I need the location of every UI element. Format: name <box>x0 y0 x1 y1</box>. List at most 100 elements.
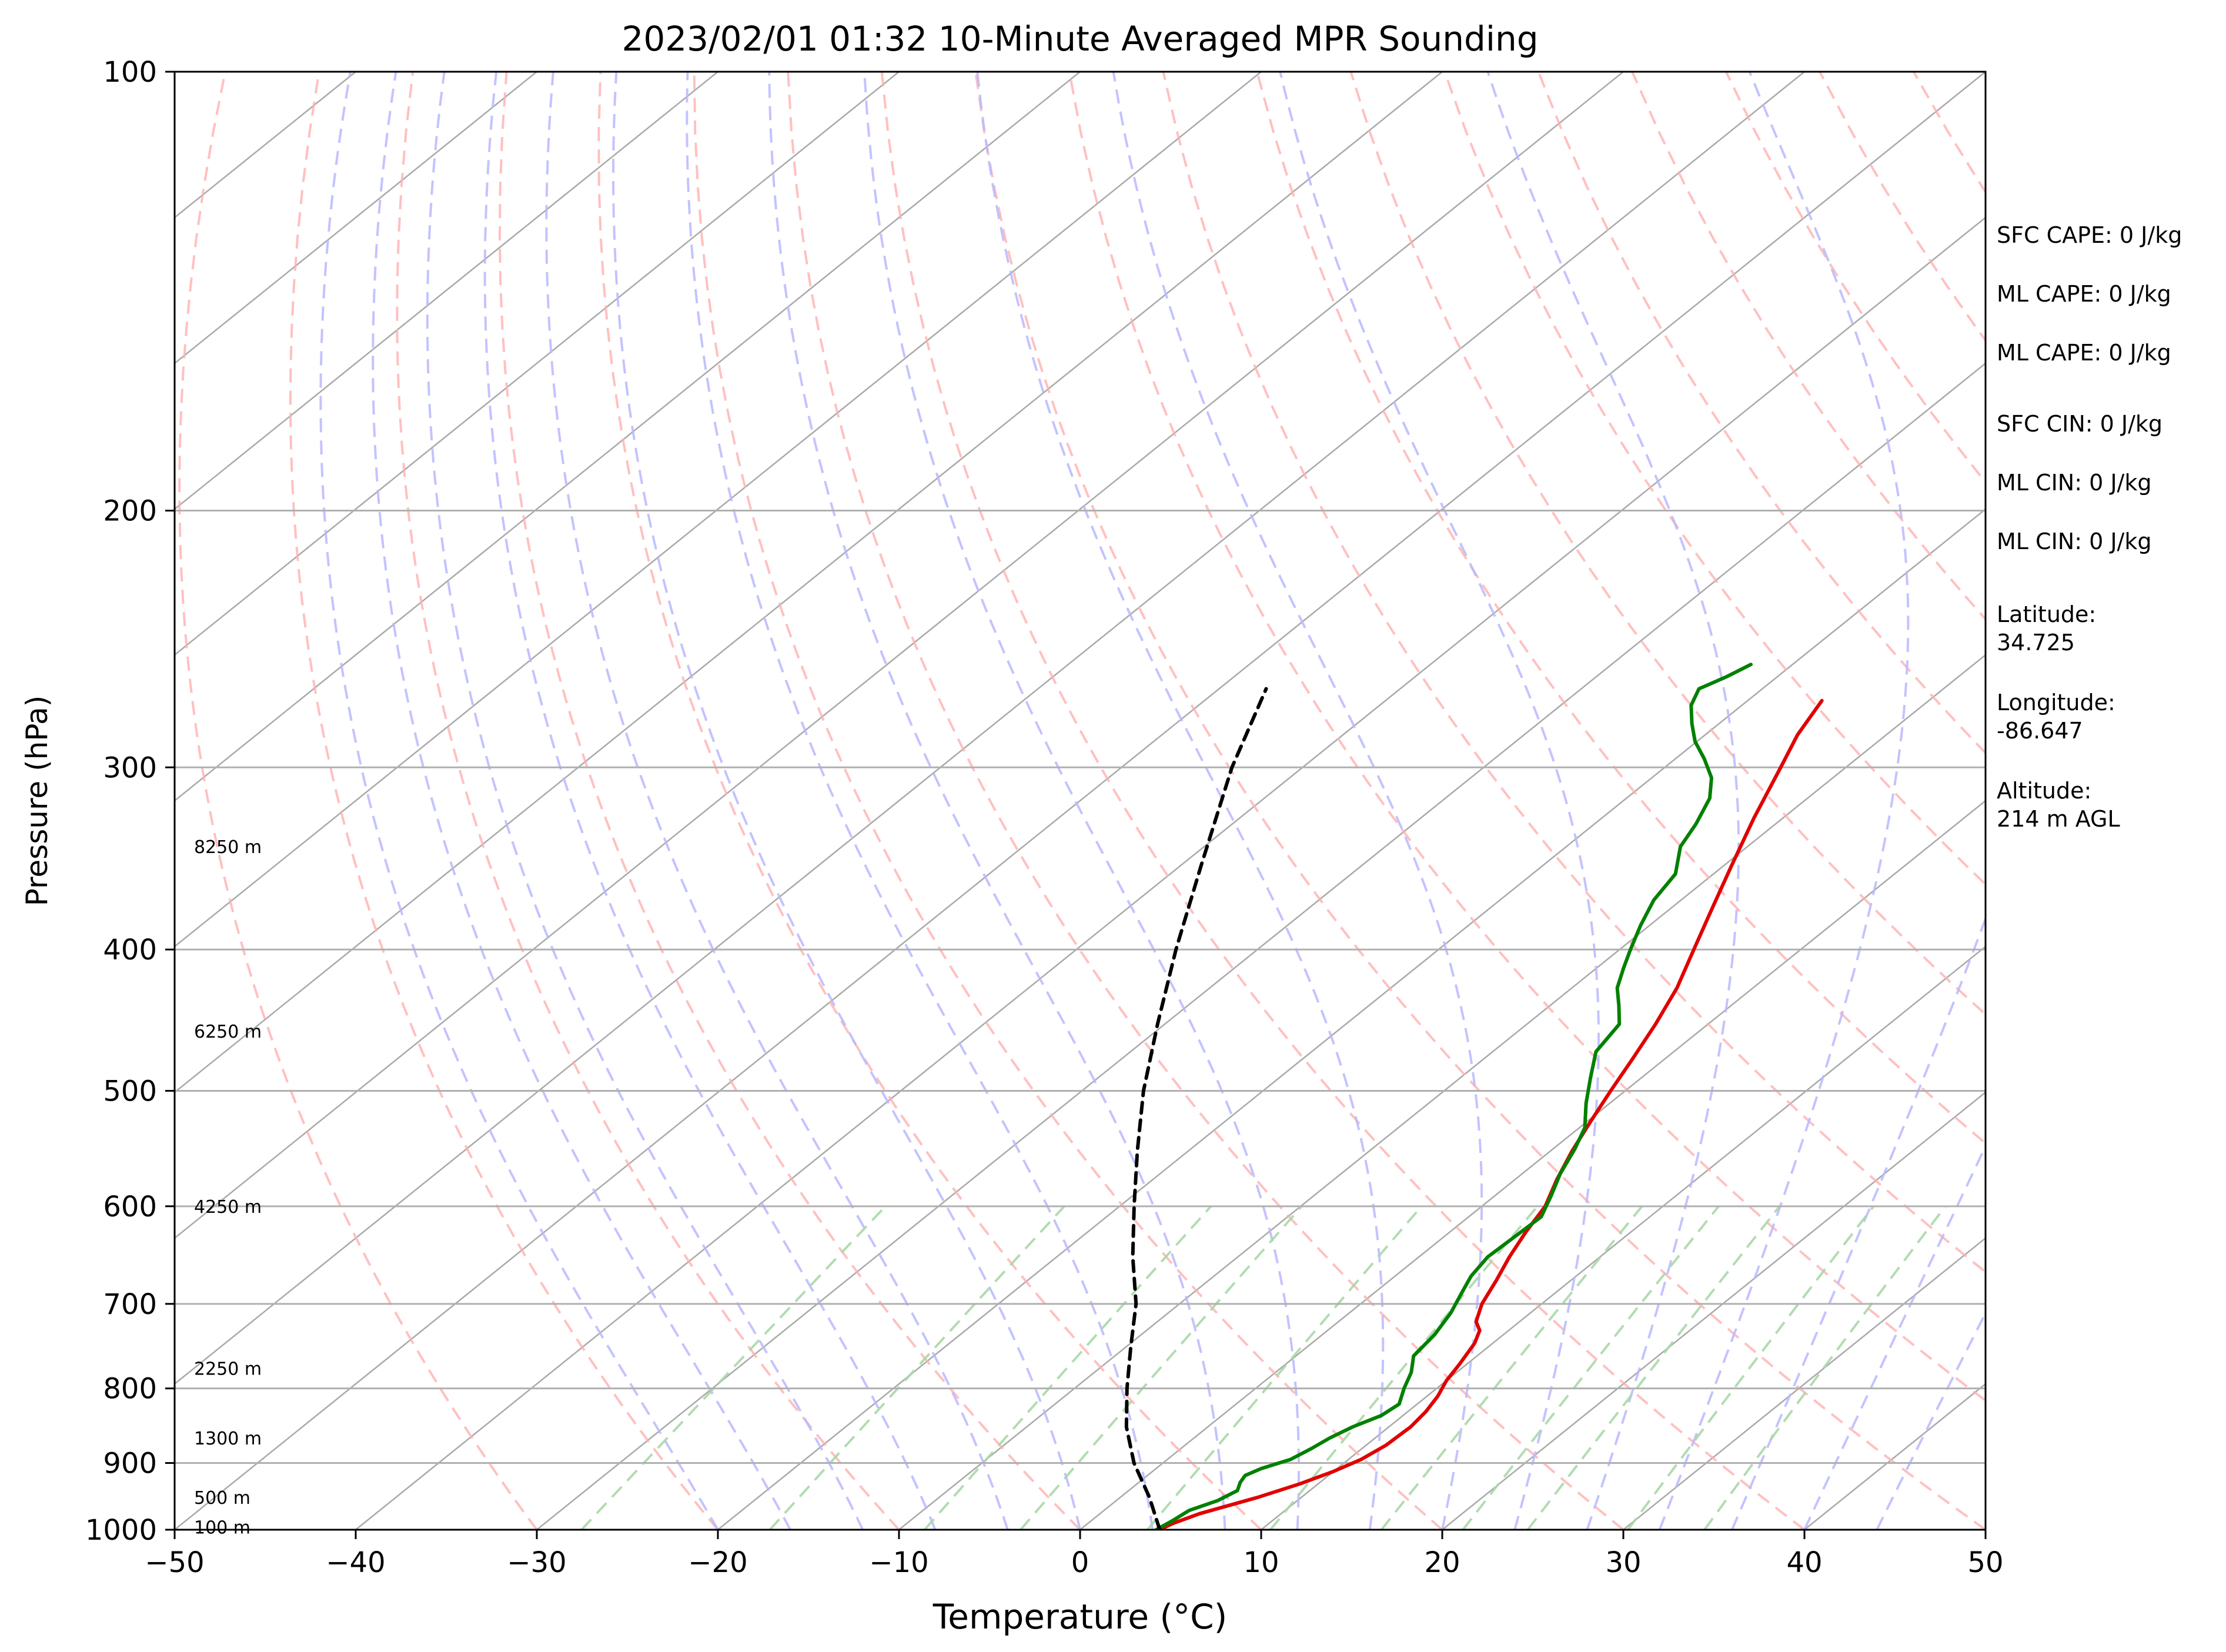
moist-adiabat-line <box>545 72 1009 1530</box>
moist-adiabat-line <box>1876 1310 1986 1530</box>
temperature-line <box>1158 698 1824 1530</box>
moist-adiabat-line <box>372 72 791 1530</box>
height-label: 4250 m <box>194 1197 262 1218</box>
isotherm-line <box>717 508 1986 1530</box>
sfc-cape-text: SFC CAPE: 0 J/kg <box>1997 222 2182 248</box>
isotherm-line <box>175 72 718 510</box>
height-label: 1300 m <box>194 1429 262 1449</box>
dry-adiabat-line <box>1255 72 1986 1145</box>
isotherm-line <box>175 72 1624 1239</box>
mixing-ratio-line <box>1526 1205 1781 1530</box>
ml-cin-text: ML CIN: 0 J/kg <box>1997 470 2152 496</box>
isotherm-line <box>175 72 1081 802</box>
isotherm-line <box>355 216 1986 1530</box>
isotherm-line <box>898 654 1986 1530</box>
isotherm-line <box>175 72 1443 1093</box>
y-tick-label: 100 <box>103 56 157 89</box>
isotherm-line <box>536 362 1986 1530</box>
dry-adiabat-line <box>597 72 1262 1530</box>
sfc-cin-text: SFC CIN: 0 J/kg <box>1997 411 2163 437</box>
moist-adiabat-line <box>686 72 1154 1530</box>
y-axis-label: Pressure (hPa) <box>20 695 54 907</box>
axes: −50 −40 −30 −20 −10 0 10 20 30 40 50 100 200 300 400 50… <box>85 56 2004 1579</box>
x-tick-label: 0 <box>1071 1546 1089 1579</box>
height-label: 2250 m <box>194 1359 262 1379</box>
isotherm-line <box>175 72 1262 948</box>
y-tick-label: 300 <box>103 751 157 784</box>
moist-adiabat-line <box>768 72 1226 1530</box>
y-tick-label: 400 <box>103 934 157 967</box>
x-tick-label: 30 <box>1605 1546 1641 1579</box>
moist-adiabat-line <box>426 72 864 1530</box>
dry-adiabat-line <box>498 72 1081 1530</box>
x-tick-label: 40 <box>1786 1546 1822 1579</box>
ml-cape-text-2: ML CAPE: 0 J/kg <box>1997 340 2171 366</box>
longitude-value: -86.647 <box>1997 718 2083 744</box>
x-tick-label: −30 <box>507 1546 566 1579</box>
y-tick-label: 800 <box>103 1373 157 1406</box>
moist-adiabat-line <box>976 72 1385 1530</box>
moist-adiabat-line <box>319 72 719 1530</box>
y-tick-label: 700 <box>103 1288 157 1321</box>
moist-adiabat-line <box>1279 72 1600 1530</box>
parcel-line <box>1124 687 1268 1530</box>
moist-adiabat-line <box>1730 915 1986 1530</box>
height-label: 100 m <box>194 1518 250 1539</box>
dry-adiabat-line <box>178 72 538 1530</box>
latitude-value: 34.725 <box>1997 630 2075 656</box>
x-tick-label: −50 <box>145 1546 204 1579</box>
moist-adiabat-line <box>1658 72 1910 1530</box>
isotherm-line <box>1442 1091 1986 1530</box>
dewpoint-line <box>1154 663 1753 1530</box>
dry-adiabat-line <box>1537 72 1986 755</box>
isotherm-line <box>175 72 1805 1385</box>
dry-adiabat-line <box>1162 72 1986 1274</box>
dry-adiabat-line <box>1443 72 1986 887</box>
mixing-ratio-line <box>1703 1205 1947 1530</box>
ml-cape-text: ML CAPE: 0 J/kg <box>1997 281 2171 307</box>
dry-adiabat-line <box>1068 72 1986 1402</box>
x-tick-label: −10 <box>869 1546 928 1579</box>
isotherm-line <box>1623 1237 1986 1530</box>
altitude-value: 214 m AGL <box>1997 806 2120 832</box>
height-labels: 100 m 500 m 1300 m 2250 m 4250 m 6250 m 8250 m <box>194 837 262 1539</box>
moist-adiabat-line <box>483 72 937 1530</box>
y-tick-label: 200 <box>103 495 157 528</box>
moist-adiabat-line <box>1803 1143 1986 1530</box>
y-tick-label: 500 <box>103 1075 157 1108</box>
x-tick-label: 20 <box>1424 1546 1460 1579</box>
y-tick-label: 1000 <box>85 1514 157 1547</box>
altitude-label: Altitude: <box>1997 778 2092 804</box>
background-lines <box>175 72 1986 1530</box>
moist-adiabat-line <box>863 72 1300 1530</box>
isotherm-line <box>175 72 900 656</box>
y-tick-label: 600 <box>103 1190 157 1223</box>
moist-adiabat-line <box>612 72 1081 1530</box>
isotherm-line <box>1261 945 1986 1530</box>
x-tick-label: 10 <box>1243 1546 1279 1579</box>
dry-adiabat-line <box>974 72 1986 1530</box>
dry-adiabat-line <box>880 72 1806 1530</box>
sounding-profiles <box>1124 663 1824 1530</box>
y-tick-label: 900 <box>103 1447 157 1480</box>
dry-adiabat-line <box>693 72 1443 1530</box>
pressure-grid <box>175 72 1986 1530</box>
moist-adiabat-line <box>1486 72 1740 1530</box>
moist-adiabat-line <box>1112 72 1483 1530</box>
x-tick-label: 50 <box>1967 1546 2003 1579</box>
dry-adiabat-line <box>787 72 1625 1530</box>
height-label: 8250 m <box>194 837 262 858</box>
height-label: 500 m <box>194 1488 250 1509</box>
longitude-label: Longitude: <box>1997 690 2115 715</box>
isotherm-line <box>175 72 1986 1530</box>
x-tick-label: −40 <box>326 1546 385 1579</box>
isotherm-line <box>175 72 537 364</box>
mixing-ratio-line <box>1627 1205 1875 1530</box>
ml-cin-text-2: ML CIN: 0 J/kg <box>1997 529 2152 554</box>
height-label: 6250 m <box>194 1022 262 1042</box>
dry-adiabat-line <box>289 72 719 1530</box>
dry-adiabat-line <box>1349 72 1986 1016</box>
chart-title: 2023/02/01 01:32 10-Minute Averaged MPR … <box>621 19 1538 59</box>
